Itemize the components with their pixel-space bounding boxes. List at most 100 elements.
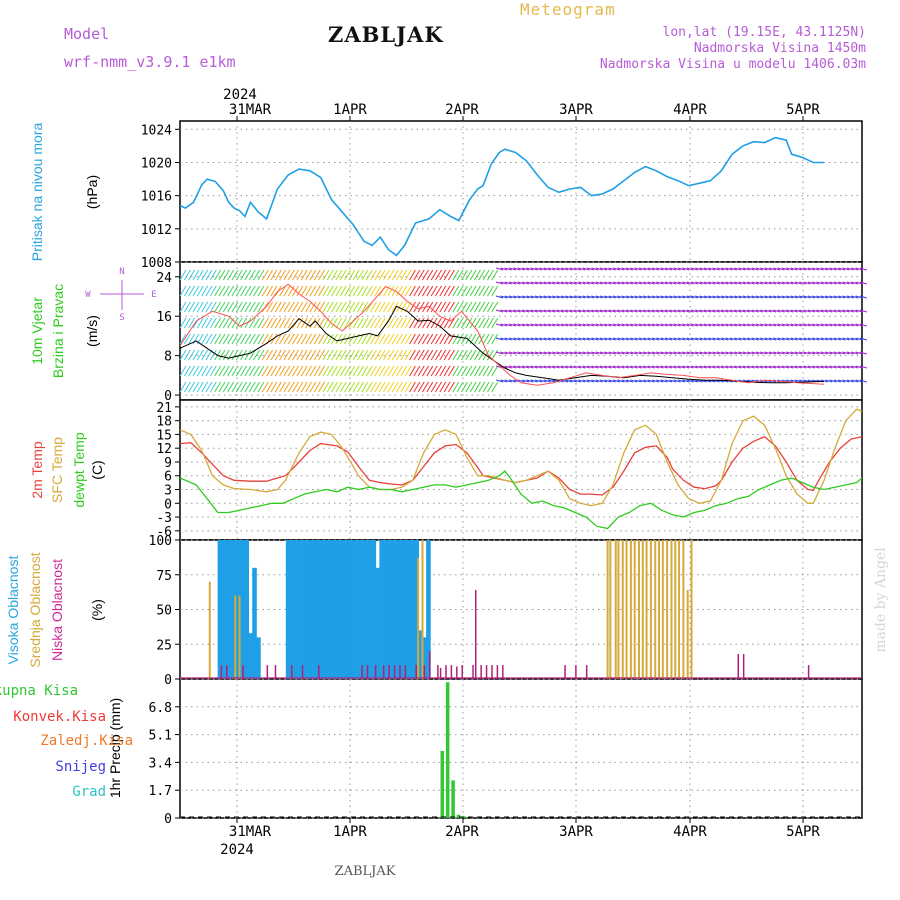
wind-barb: [266, 269, 274, 281]
wind-barb: [612, 309, 621, 313]
wind-barb: [253, 285, 261, 297]
wind-barb: [521, 379, 530, 383]
wind-barb: [742, 365, 751, 369]
wind-barb: [604, 323, 612, 327]
wind-barb: [716, 281, 725, 285]
wind-barb: [422, 285, 429, 297]
wind-barb: [786, 337, 794, 341]
wind-barb: [426, 333, 434, 345]
wind-barb: [465, 317, 473, 329]
low-cloud-bar-0: [220, 665, 223, 679]
wind-barb: [521, 351, 530, 355]
wind-barb: [721, 351, 729, 355]
wind-barb: [859, 323, 867, 327]
wind-barb: [205, 285, 213, 297]
wind-barb: [335, 349, 343, 361]
wind-barb: [755, 267, 764, 271]
wind-barb: [799, 323, 807, 327]
wind-barb: [534, 337, 543, 341]
compass-w: W: [85, 290, 91, 300]
wind-barb: [504, 267, 512, 271]
wind-barb: [279, 269, 287, 281]
wind-barb: [430, 285, 438, 297]
wind-barb: [188, 365, 196, 377]
wind-barb: [569, 351, 577, 355]
wind-barb: [378, 349, 386, 361]
wind-barb: [794, 309, 803, 313]
mid-cloud-bar-9: [621, 540, 624, 679]
high-cloud-bar-37: [387, 540, 392, 679]
wind-barb: [708, 337, 716, 341]
wind-barb: [539, 379, 547, 383]
ylabel-pressure: (hPa): [84, 175, 100, 209]
wind-barb: [560, 267, 569, 271]
wind-barb: [235, 301, 243, 313]
wind-barb: [248, 301, 256, 313]
wind-barb: [244, 333, 252, 345]
wind-barb: [604, 309, 612, 313]
wind-barb: [755, 295, 764, 299]
wind-barb: [530, 323, 538, 327]
wind-barb: [422, 269, 429, 281]
wind-barb: [361, 285, 369, 297]
wind-barb: [439, 285, 447, 297]
wind-barb: [569, 281, 577, 285]
wind-barb: [478, 301, 486, 313]
wind-barb: [656, 337, 664, 341]
wind-barb: [708, 267, 716, 271]
wind-barb: [422, 365, 429, 377]
wind-barb: [781, 267, 790, 271]
wind-barb: [201, 269, 209, 281]
wind-barb: [214, 301, 222, 313]
wind-barb: [595, 351, 603, 355]
wind-barb: [664, 295, 673, 299]
wind-barb: [487, 349, 494, 361]
wind-barb: [703, 323, 712, 327]
wind-barb: [794, 337, 803, 341]
wind-barb: [409, 317, 416, 329]
wind-barb: [816, 281, 824, 285]
wind-barb: [456, 301, 464, 313]
wind-barb: [365, 349, 373, 361]
wind-barb: [283, 333, 291, 345]
panel-frame-precip: [179, 678, 863, 819]
wind-barb: [426, 349, 434, 361]
wind-barb: [669, 351, 677, 355]
high-cloud-bar-15: [301, 540, 307, 679]
wind-barb: [807, 337, 816, 341]
wind-barb: [526, 365, 534, 369]
wind-barb: [326, 349, 334, 361]
low-cloud-bar-20: [439, 667, 442, 679]
low-cloud-bar-36: [742, 653, 745, 679]
wind-barb: [851, 309, 859, 313]
mid-cloud-bar-14: [641, 540, 644, 679]
wind-barb: [556, 281, 564, 285]
wind-barb: [370, 317, 377, 329]
wind-barb: [634, 337, 642, 341]
wind-barb: [274, 349, 282, 361]
wind-barb: [417, 269, 425, 281]
wind-barb: [456, 285, 464, 297]
wind-barb: [634, 295, 642, 299]
wind-barb: [820, 365, 829, 369]
wind-barb: [261, 269, 269, 281]
wind-barb: [517, 365, 525, 369]
wind-barb: [738, 365, 746, 369]
wind-barb: [859, 337, 867, 341]
wind-barb: [491, 349, 499, 361]
wind-barb: [664, 323, 673, 327]
wind-barb: [487, 285, 494, 297]
wind-barb: [227, 381, 235, 393]
low-cloud-bar-12: [388, 665, 390, 679]
wind-barb: [578, 337, 586, 341]
wind-barb: [435, 381, 442, 393]
wind-barb: [443, 333, 451, 345]
wind-barb: [573, 351, 582, 355]
wind-barb: [695, 365, 703, 369]
high-cloud-bar-9: [252, 567, 257, 679]
wind-barb: [612, 267, 621, 271]
wind-barb: [734, 281, 742, 285]
wind-barb: [647, 379, 655, 383]
low-cloud-bar-21: [445, 665, 447, 679]
wind-barb: [820, 379, 829, 383]
